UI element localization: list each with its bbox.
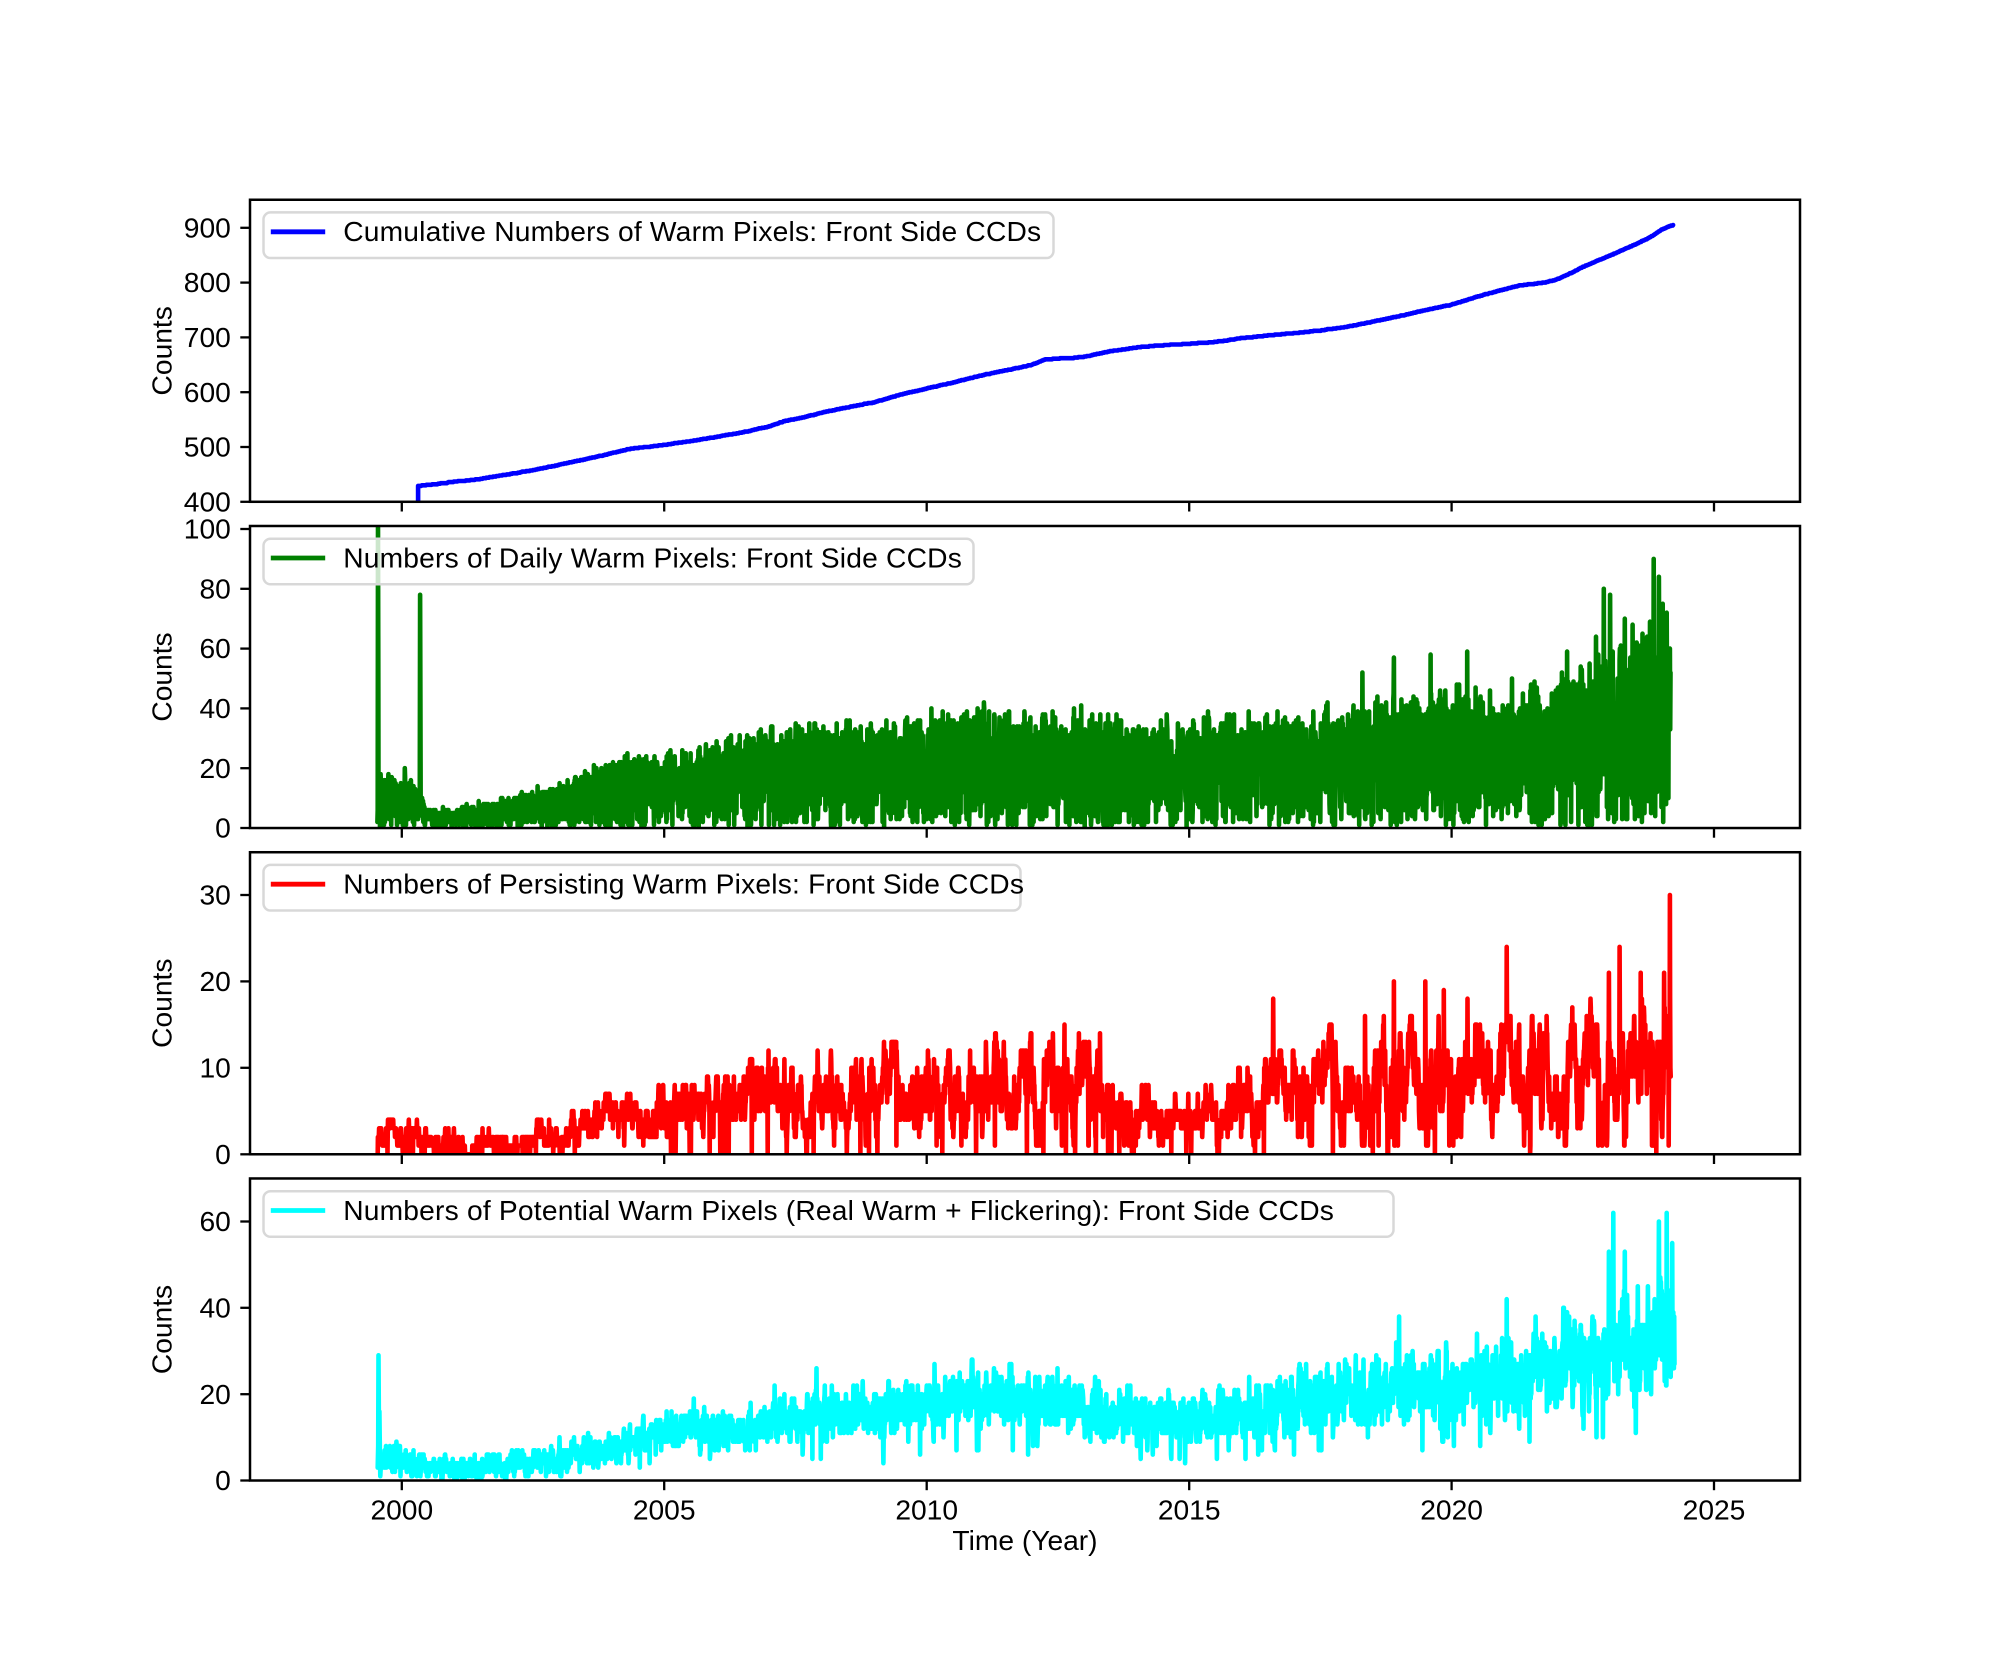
svg-text:Numbers of Potential Warm Pixe: Numbers of Potential Warm Pixels (Real W…	[343, 1194, 1334, 1226]
svg-text:2020: 2020	[1420, 1493, 1483, 1525]
svg-text:0: 0	[215, 1464, 231, 1496]
svg-text:700: 700	[184, 321, 231, 353]
svg-text:900: 900	[184, 211, 231, 243]
svg-text:2005: 2005	[633, 1493, 696, 1525]
svg-text:2025: 2025	[1683, 1493, 1746, 1525]
svg-text:500: 500	[184, 431, 231, 463]
svg-text:60: 60	[199, 632, 230, 664]
svg-text:40: 40	[199, 692, 230, 724]
svg-text:60: 60	[199, 1205, 230, 1237]
svg-text:0: 0	[215, 1138, 231, 1170]
svg-text:Counts: Counts	[146, 632, 178, 721]
svg-text:Counts: Counts	[146, 1285, 178, 1374]
svg-text:0: 0	[215, 812, 231, 844]
svg-text:400: 400	[184, 485, 231, 517]
svg-text:20: 20	[199, 965, 230, 997]
svg-text:Counts: Counts	[146, 959, 178, 1048]
svg-text:40: 40	[199, 1291, 230, 1323]
svg-text:Numbers of Daily Warm Pixels:: Numbers of Daily Warm Pixels: Front Side…	[343, 541, 962, 573]
svg-text:600: 600	[184, 376, 231, 408]
svg-text:100: 100	[184, 513, 231, 545]
svg-text:10: 10	[199, 1051, 230, 1083]
svg-text:20: 20	[199, 752, 230, 784]
svg-text:2010: 2010	[895, 1493, 958, 1525]
svg-text:Cumulative Numbers of Warm Pix: Cumulative Numbers of Warm Pixels: Front…	[343, 215, 1041, 247]
svg-text:2000: 2000	[370, 1493, 433, 1525]
svg-text:Counts: Counts	[146, 306, 178, 395]
svg-text:30: 30	[199, 879, 230, 911]
svg-text:800: 800	[184, 266, 231, 298]
svg-text:20: 20	[199, 1378, 230, 1410]
svg-text:Time (Year): Time (Year)	[952, 1524, 1097, 1556]
svg-text:Numbers of Persisting Warm Pix: Numbers of Persisting Warm Pixels: Front…	[343, 868, 1024, 900]
svg-text:80: 80	[199, 572, 230, 604]
svg-text:2015: 2015	[1158, 1493, 1221, 1525]
